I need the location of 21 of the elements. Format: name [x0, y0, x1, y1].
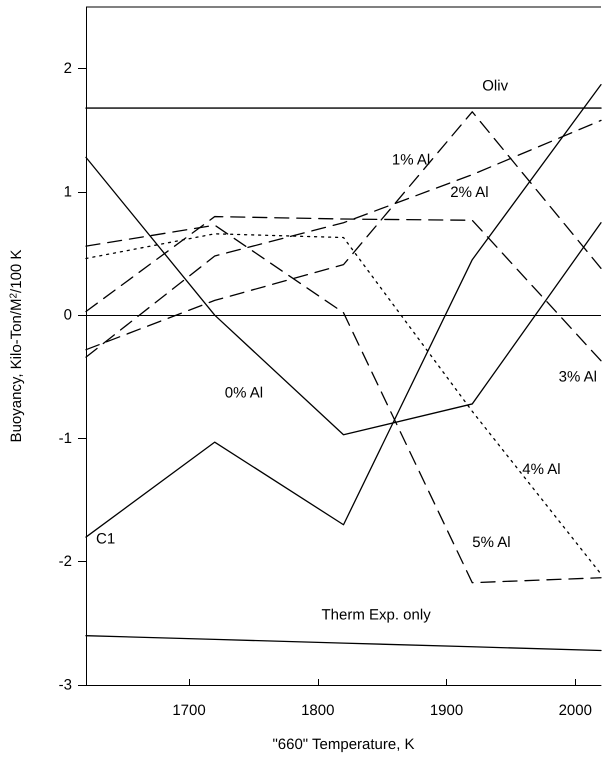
- series-label: 1% Al: [392, 151, 430, 168]
- y-tick-label: -2: [58, 553, 72, 570]
- series-label: C1: [96, 530, 116, 548]
- y-tick-label: 2: [64, 60, 72, 78]
- x-tick-label: 1700: [172, 702, 206, 719]
- y-tick-label: -3: [58, 676, 72, 694]
- x-tick-label: 1900: [430, 702, 464, 719]
- y-tick-label: 1: [64, 183, 72, 200]
- y-tick-label: 0: [64, 306, 72, 324]
- series-label: 5% Al: [472, 534, 511, 552]
- series-label: Oliv: [482, 78, 509, 95]
- x-axis-title: "660" Temperature, K: [272, 736, 415, 753]
- series-label: Therm Exp. only: [322, 606, 432, 624]
- series-label: 0% Al: [224, 384, 264, 402]
- x-tick-label: 2000: [558, 702, 592, 719]
- y-axis-title: Buoyancy, Kilo-Ton/M2/100 K: [8, 250, 25, 442]
- series-label: 3% Al: [558, 368, 597, 386]
- x-tick-label: 1800: [301, 702, 334, 719]
- y-tick-label: -1: [58, 430, 72, 447]
- series-label: 2% Al: [450, 184, 489, 202]
- series-label: 4% Al: [522, 460, 561, 478]
